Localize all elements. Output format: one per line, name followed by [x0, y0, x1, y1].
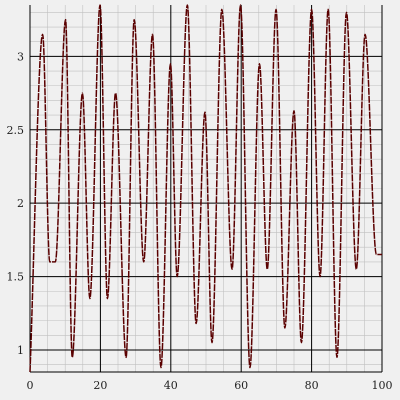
x-tick-label: 40 [164, 379, 178, 392]
y-tick-label: 1.5 [7, 271, 25, 284]
x-tick-label: 20 [93, 379, 107, 392]
x-tick-label: 100 [372, 379, 393, 392]
x-tick-label: 0 [27, 379, 34, 392]
x-tick-label: 80 [305, 379, 319, 392]
y-tick-label: 2.5 [7, 124, 25, 137]
major-grid [29, 5, 383, 373]
tick-labels: 0 20 40 60 80 100 1 1.5 2 2.5 3 [7, 50, 393, 392]
series-layer [29, 4, 382, 373]
y-tick-label: 1 [17, 344, 24, 357]
minor-grid [29, 5, 383, 372]
series-line [29, 4, 382, 373]
y-tick-label: 2 [17, 197, 24, 210]
y-tick-label: 3 [17, 50, 24, 63]
x-tick-label: 60 [234, 379, 248, 392]
